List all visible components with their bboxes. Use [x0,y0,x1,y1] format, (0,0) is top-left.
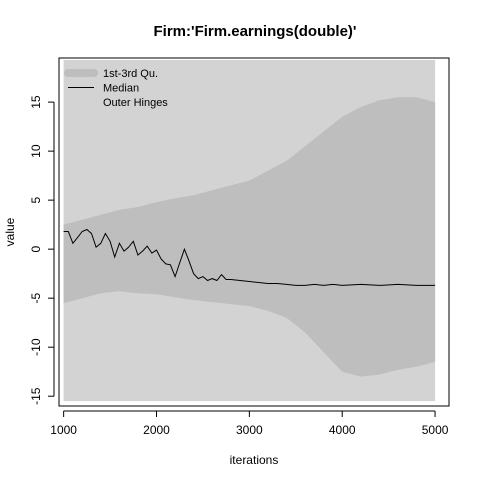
x-tick-label: 1000 [50,423,77,437]
legend-label: 1st-3rd Qu. [103,68,158,80]
y-tick-label: 10 [29,144,43,158]
y-axis-label: value [3,217,17,246]
x-tick-label: 2000 [143,423,170,437]
y-tick-label: -5 [29,293,43,304]
legend: 1st-3rd Qu. Median Outer Hinges [64,68,168,109]
x-tick-label: 4000 [329,423,356,437]
legend-label: Outer Hinges [103,97,168,109]
median-line [63,228,436,286]
x-axis-label: iterations [230,453,279,467]
y-tick-label: -15 [29,387,43,405]
quartile-band [63,97,436,377]
y-tick-label: 5 [29,196,43,203]
y-tick-label: 15 [29,95,43,109]
plot-area [63,60,436,402]
y-tick-label: 0 [29,245,43,252]
axes: 1000 2000 3000 4000 5000 -15 -10 -5 0 5 10 15 [29,57,450,437]
chart-title: Firm:'Firm.earnings(double)' [154,23,357,40]
x-tick-label: 5000 [422,423,449,437]
x-tick-label: 3000 [236,423,263,437]
plot-frame [58,57,450,407]
y-tick-label: -10 [29,338,43,356]
legend-label: Median [103,83,139,95]
